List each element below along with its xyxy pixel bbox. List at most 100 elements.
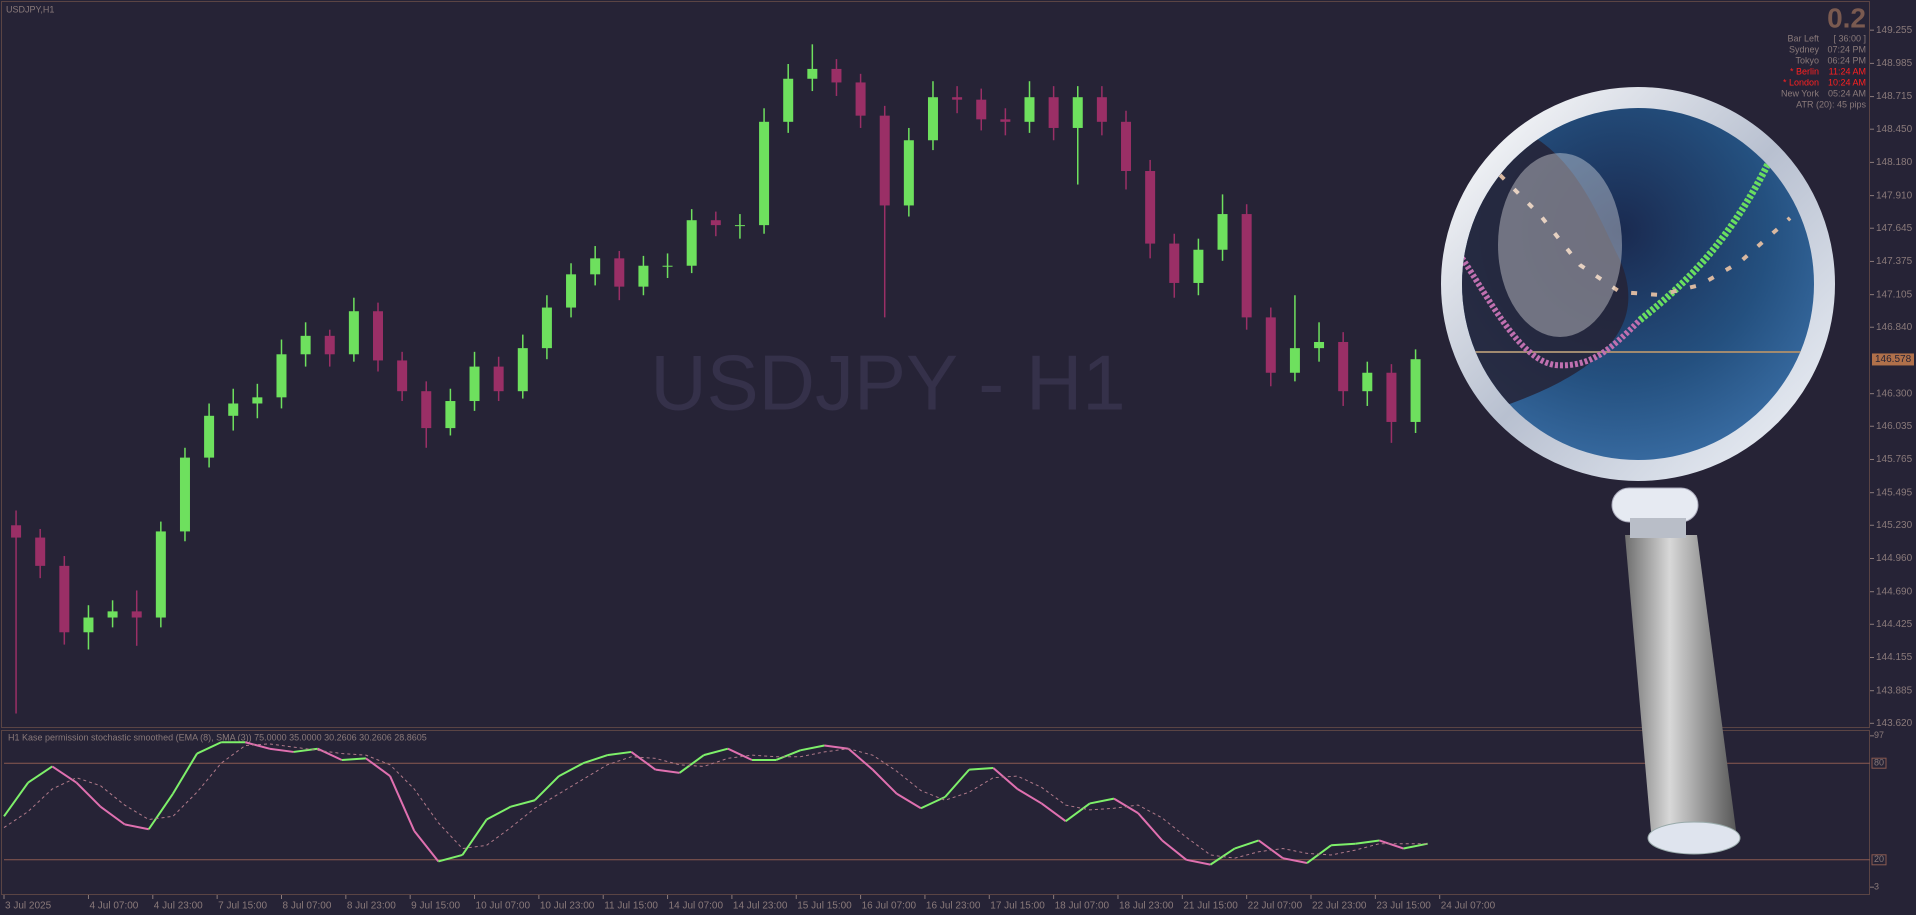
- stochastic-segment: [438, 854, 463, 863]
- lens-shadow: [1462, 119, 1629, 420]
- candle-body: [107, 611, 118, 618]
- stochastic-segment: [486, 805, 512, 821]
- stochastic-segment: [1161, 839, 1187, 861]
- stochastic-segment: [245, 741, 270, 750]
- stochastic-segment: [1258, 839, 1284, 859]
- y-tick-label: 148.180: [1876, 157, 1913, 168]
- info-label: Sydney: [1789, 44, 1820, 54]
- y-tick-label: 148.715: [1876, 91, 1913, 102]
- stochastic-segment: [341, 757, 367, 761]
- stochastic-segment: [1065, 802, 1091, 822]
- info-value: 07:24 PM: [1827, 44, 1866, 54]
- stochastic-segment: [1282, 857, 1308, 865]
- candle-body: [35, 537, 46, 566]
- candle-body: [1169, 243, 1180, 283]
- stochastic-segment: [775, 749, 801, 761]
- stochastic-segment: [896, 792, 922, 810]
- candle-body: [759, 121, 770, 226]
- stochastic-segment: [534, 775, 560, 801]
- candle-body: [276, 354, 287, 398]
- y-tick-label: 148.985: [1876, 58, 1913, 69]
- stochastic-segment: [655, 768, 680, 774]
- candle-body: [662, 265, 673, 267]
- info-value: 05:24 AM: [1828, 88, 1866, 98]
- stochastic-segment: [461, 818, 488, 856]
- y-tick-label: 146.840: [1876, 322, 1913, 333]
- stochastic-segment: [99, 805, 126, 826]
- y-tick-label: 97: [1874, 730, 1884, 740]
- candle-body: [710, 220, 721, 226]
- candle-body: [179, 457, 190, 532]
- stochastic-segment: [196, 741, 222, 755]
- x-tick-label: 9 Jul 15:00: [411, 901, 460, 912]
- candle-body: [1048, 97, 1059, 128]
- x-tick-label: 16 Jul 23:00: [926, 901, 981, 912]
- candle-body: [397, 360, 408, 392]
- candle-body: [879, 115, 890, 206]
- stochastic-segment: [1186, 858, 1211, 866]
- stochastic-segment: [1016, 788, 1043, 805]
- magnifier-handle: [1625, 535, 1737, 843]
- last-price-tag: [1872, 353, 1914, 366]
- stochastic-segment: [969, 767, 994, 771]
- stochastic-segment: [293, 747, 318, 753]
- y-tick-label: 144.960: [1876, 553, 1913, 564]
- candle-body: [421, 391, 432, 429]
- x-tick-label: 23 Jul 15:00: [1376, 901, 1431, 912]
- x-tick-label: 14 Jul 23:00: [733, 901, 788, 912]
- sub-frame: [1, 730, 1870, 895]
- y-tick-label: 144.690: [1876, 586, 1913, 597]
- x-tick-label: 8 Jul 07:00: [282, 901, 331, 912]
- candle-body: [204, 415, 215, 458]
- y-tick-label: 143.885: [1876, 685, 1913, 696]
- stochastic-segment: [1379, 839, 1404, 850]
- last-price-label: 146.578: [1875, 354, 1912, 365]
- candle-body: [927, 97, 938, 141]
- x-tick-label: 18 Jul 23:00: [1119, 901, 1174, 912]
- x-tick-label: 15 Jul 15:00: [797, 901, 852, 912]
- spread-value: 0.2: [1827, 2, 1866, 33]
- info-value: 10:24 AM: [1828, 77, 1866, 87]
- stochastic-segment: [607, 750, 632, 757]
- main-frame: [1, 1, 1870, 728]
- candle-body: [686, 220, 697, 266]
- candle-body: [855, 82, 866, 116]
- stochastic-segment: [147, 793, 174, 830]
- lens-curve-up: [1637, 158, 1774, 323]
- stochastic-segment: [27, 765, 53, 784]
- magnifier: [1441, 87, 1835, 855]
- y-tick-label: 80: [1874, 758, 1884, 768]
- stochastic-segment: [172, 753, 198, 795]
- stochastic-segment: [1331, 842, 1356, 847]
- info-label: * Berlin: [1790, 66, 1819, 76]
- stochastic-segment: [365, 757, 391, 777]
- candle-body: [131, 611, 142, 618]
- candle-body: [228, 403, 239, 416]
- stochastic-segment: [824, 744, 849, 750]
- candle-body: [59, 565, 70, 633]
- stochastic-segment: [630, 751, 657, 771]
- info-value: 11:24 AM: [1829, 66, 1866, 76]
- candle-body: [1072, 97, 1083, 128]
- y-tick-label: 147.105: [1876, 289, 1913, 300]
- candle-body: [590, 258, 601, 275]
- info-panel: 0.2 Bar Left [ 36:00 ] Sydney 07:24 PM Tokyo 0…: [1781, 2, 1867, 109]
- stochastic-segment: [992, 767, 1019, 790]
- candle-body: [976, 99, 987, 120]
- y-tick-label: 144.155: [1876, 652, 1913, 663]
- candle-body: [783, 78, 794, 122]
- lens-curve-down: [1462, 158, 1773, 369]
- x-tick-label: 10 Jul 23:00: [540, 901, 595, 912]
- stochastic-segment: [920, 796, 946, 810]
- candle-body: [1386, 372, 1397, 422]
- handle-collar: [1611, 487, 1699, 523]
- x-tick-label: 7 Jul 15:00: [218, 901, 267, 912]
- symbol-label: USDJPY,H1: [6, 4, 54, 14]
- x-tick-label: 8 Jul 23:00: [347, 901, 396, 912]
- candle-body: [300, 335, 311, 355]
- x-tick-label: 22 Jul 07:00: [1248, 901, 1303, 912]
- handle-neck: [1630, 518, 1686, 538]
- candle-body: [493, 366, 504, 392]
